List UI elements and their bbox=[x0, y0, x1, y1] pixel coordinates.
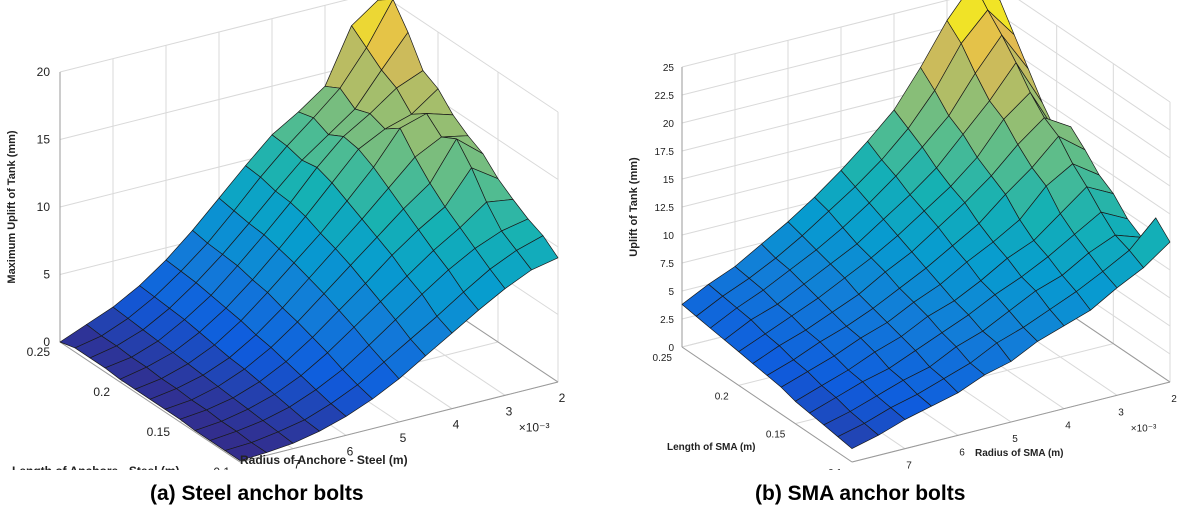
z-tick-label: 10 bbox=[663, 231, 675, 242]
z-axis-label: Uplift of Tank (mm) bbox=[628, 157, 640, 257]
z-tick-label: 15 bbox=[37, 133, 51, 147]
tick-labels: 0510152023456780.10.150.20.25×10⁻³ bbox=[27, 65, 566, 470]
y-tick-label: 0.1 bbox=[213, 465, 230, 470]
surface-mesh bbox=[681, 0, 1171, 449]
z-tick-label: 15 bbox=[663, 175, 675, 186]
x-exponent-label: ×10⁻³ bbox=[1131, 423, 1157, 434]
x-tick-label: 5 bbox=[1012, 434, 1018, 445]
y-tick-label: 0.25 bbox=[653, 353, 673, 364]
x-tick-label: 6 bbox=[347, 444, 354, 458]
grid-line bbox=[999, 14, 1171, 131]
y-tick-label: 0.25 bbox=[27, 345, 51, 359]
grid-line bbox=[239, 381, 559, 463]
x-exponent-label: ×10⁻³ bbox=[519, 420, 550, 434]
grid-line bbox=[851, 381, 1171, 463]
x-tick-label: 2 bbox=[559, 391, 566, 405]
surface-plot-steel: 0510152023456780.10.150.20.25×10⁻³Maximu… bbox=[6, 0, 566, 470]
surface-plot-sma: 02.557.51012.51517.52022.52523456780.10.… bbox=[628, 0, 1178, 470]
y-tick-label: 0.15 bbox=[766, 430, 786, 441]
y-tick-label: 0.2 bbox=[93, 385, 110, 399]
x-axis-label: Radius of Anchore - Steel (m) bbox=[240, 453, 408, 467]
z-tick-label: 0 bbox=[668, 343, 674, 354]
z-axis-label: Maximum Uplift of Tank (mm) bbox=[6, 130, 18, 284]
grid-line bbox=[59, 341, 241, 463]
z-tick-label: 25 bbox=[663, 63, 675, 74]
x-axis-label: Radius of SMA (m) bbox=[975, 448, 1064, 459]
tick-labels: 02.557.51012.51517.52022.52523456780.10.… bbox=[653, 63, 1178, 470]
z-tick-label: 22.5 bbox=[655, 91, 675, 102]
z-tick-label: 17.5 bbox=[655, 147, 675, 158]
grid-line bbox=[681, 346, 853, 463]
z-tick-label: 2.5 bbox=[660, 315, 674, 326]
x-tick-label: 2 bbox=[1171, 394, 1177, 405]
x-tick-label: 4 bbox=[453, 418, 460, 432]
z-tick-label: 7.5 bbox=[660, 259, 674, 270]
y-tick-label: 0.2 bbox=[715, 391, 729, 402]
x-tick-label: 7 bbox=[906, 461, 912, 470]
x-tick-label: 6 bbox=[959, 447, 965, 458]
grid-line bbox=[1018, 0, 1171, 103]
y-axis-label: Length of SMA (m) bbox=[667, 442, 756, 453]
axis-labels: Maximum Uplift of Tank (mm) Length of Anc… bbox=[6, 130, 408, 470]
surface-mesh bbox=[59, 0, 559, 461]
x-tick-label: 5 bbox=[400, 431, 407, 445]
z-tick-label: 5 bbox=[668, 287, 674, 298]
z-tick-label: 0 bbox=[43, 335, 50, 349]
grid-line bbox=[999, 42, 1171, 159]
caption-steel: (a) Steel anchor bolts bbox=[150, 482, 364, 505]
z-tick-label: 20 bbox=[663, 119, 675, 130]
axis-labels: Uplift of Tank (mm) Length of SMA (m) Radi… bbox=[628, 157, 1064, 459]
grid-line bbox=[389, 0, 559, 113]
z-tick-label: 5 bbox=[43, 268, 50, 282]
y-tick-label: 0.15 bbox=[147, 425, 171, 439]
x-tick-label: 3 bbox=[506, 404, 513, 418]
surface-patch bbox=[224, 442, 267, 461]
z-tick-label: 20 bbox=[37, 65, 51, 79]
z-tick-label: 12.5 bbox=[655, 203, 675, 214]
z-tick-label: 10 bbox=[37, 200, 51, 214]
caption-sma: (b) SMA anchor bolts bbox=[755, 482, 966, 505]
x-tick-label: 3 bbox=[1118, 407, 1124, 418]
y-axis-label: Length of Anchore - Steel (m) bbox=[12, 464, 180, 470]
surface-patch bbox=[837, 423, 879, 449]
y-tick-label: 0.1 bbox=[828, 468, 842, 470]
x-tick-label: 4 bbox=[1065, 421, 1071, 432]
x-tick-label: 7 bbox=[294, 458, 301, 470]
